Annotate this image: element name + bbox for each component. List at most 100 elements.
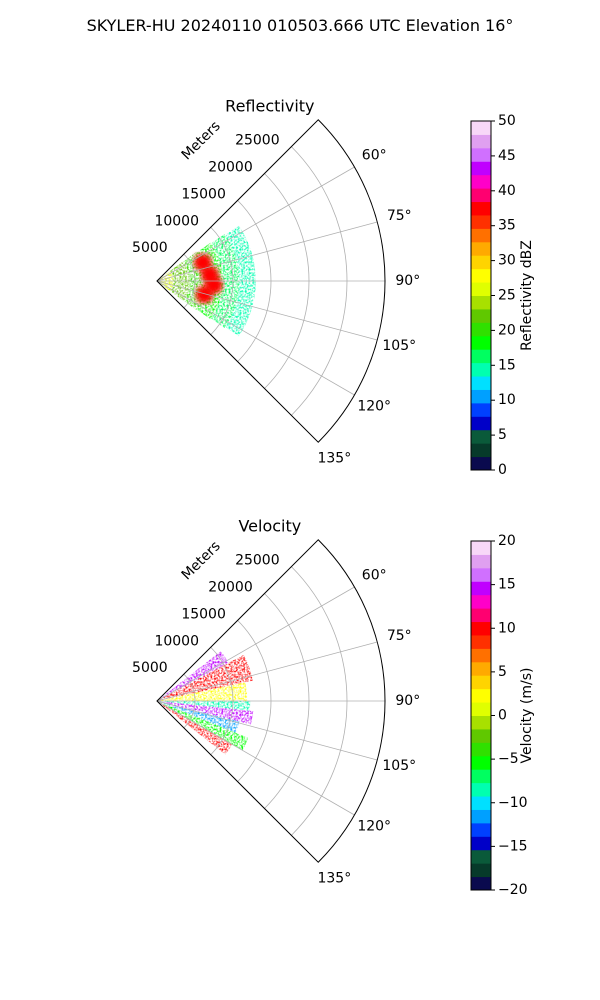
azimuth-tick-label: 120° bbox=[357, 398, 391, 414]
colorbar-swatch bbox=[471, 621, 491, 636]
colorbar-swatch bbox=[471, 362, 491, 377]
colorbar-swatch bbox=[471, 769, 491, 784]
colorbar-swatch bbox=[471, 715, 491, 730]
colorbar-tick-label: −15 bbox=[498, 838, 528, 854]
colorbar-tick-label: 50 bbox=[498, 113, 516, 129]
colorbar-swatch bbox=[471, 308, 491, 323]
azimuth-spoke bbox=[156, 700, 378, 761]
colorbar-swatch bbox=[471, 214, 491, 229]
azimuth-tick-label: 120° bbox=[357, 818, 391, 834]
colorbar-tick-label: 0 bbox=[498, 462, 507, 478]
colorbar-swatch bbox=[471, 675, 491, 690]
colorbar-tick-label: 15 bbox=[498, 577, 516, 593]
colorbar-swatch bbox=[471, 456, 491, 471]
figure-title: SKYLER-HU 20240110 010503.666 UTC Elevat… bbox=[86, 16, 514, 35]
colorbar-swatch bbox=[471, 161, 491, 176]
sector-outline bbox=[156, 539, 386, 863]
colorbar-tick-label: 25 bbox=[498, 288, 516, 304]
colorbar-tick-label: 5 bbox=[498, 664, 507, 680]
colorbar-swatch bbox=[471, 661, 491, 676]
velocity-band bbox=[157, 701, 233, 755]
colorbar: −20 −15 −10 −5 0 5 10 15 20 Velocity (m/s) bbox=[470, 533, 535, 898]
colorbar-tick-label: 40 bbox=[498, 183, 516, 199]
colorbar-swatch bbox=[471, 742, 491, 757]
colorbar-swatch bbox=[471, 241, 491, 256]
colorbar-tick-label: −20 bbox=[498, 882, 528, 898]
colorbar-swatch bbox=[471, 201, 491, 216]
azimuth-tick-label: 105° bbox=[382, 338, 416, 354]
colorbar-tick-label: 20 bbox=[498, 322, 516, 338]
colorbar-swatch bbox=[471, 782, 491, 797]
azimuth-tick-label: 105° bbox=[382, 758, 416, 774]
colorbar-tick-label: −5 bbox=[498, 751, 519, 767]
azimuth-tick-label: 60° bbox=[362, 148, 387, 164]
velocity-band bbox=[157, 701, 240, 733]
colorbar-swatch bbox=[471, 849, 491, 864]
colorbar-swatch bbox=[471, 809, 491, 824]
colorbar-swatch bbox=[471, 147, 491, 162]
colorbar-swatch bbox=[471, 335, 491, 350]
colorbar-swatch bbox=[471, 134, 491, 149]
range-tick-label: 25000 bbox=[235, 133, 280, 149]
colorbar-swatch bbox=[471, 443, 491, 458]
velocity-band bbox=[157, 654, 254, 701]
azimuth-spoke bbox=[156, 280, 378, 341]
colorbar-label: Velocity (m/s) bbox=[519, 668, 535, 764]
range-tick-label: 15000 bbox=[181, 606, 226, 622]
colorbar-swatch bbox=[471, 282, 491, 296]
colorbar-swatch bbox=[471, 349, 491, 364]
colorbar-swatch bbox=[471, 322, 491, 337]
velocity-band bbox=[157, 651, 229, 701]
colorbar-swatch bbox=[471, 836, 491, 851]
colorbar-swatch bbox=[471, 174, 491, 189]
colorbar-swatch bbox=[471, 634, 491, 649]
azimuth-tick-label: 135° bbox=[317, 450, 351, 466]
range-tick-label: 5000 bbox=[132, 240, 168, 256]
colorbar-swatch bbox=[471, 402, 491, 417]
azimuth-tick-label: 135° bbox=[317, 870, 351, 886]
panel-title: Velocity bbox=[238, 517, 301, 536]
colorbar-swatch bbox=[471, 648, 491, 663]
radar-panel-velocity: 5000 10000 15000 20000 25000 Meters 60° 75° 90° 1… bbox=[132, 517, 535, 899]
azimuth-spoke bbox=[156, 166, 355, 282]
velocity-band bbox=[157, 682, 248, 701]
colorbar-swatch bbox=[471, 688, 491, 703]
azimuth-tick-label: 75° bbox=[387, 628, 412, 644]
reflectivity-core bbox=[195, 285, 214, 304]
colorbar-swatch bbox=[471, 608, 491, 623]
sector-outline bbox=[156, 119, 386, 443]
colorbar-label: Reflectivity dBZ bbox=[519, 240, 535, 351]
colorbar-swatch bbox=[471, 188, 491, 203]
range-tick-label: 25000 bbox=[235, 553, 280, 569]
azimuth-spoke bbox=[156, 641, 378, 702]
colorbar-swatch bbox=[471, 429, 491, 444]
range-tick-label: 20000 bbox=[208, 160, 253, 176]
colorbar-swatch bbox=[471, 863, 491, 878]
radar-panel-reflectivity: 5000 10000 15000 20000 25000 Meters 60° 75° 90° 1… bbox=[132, 97, 535, 479]
azimuth-tick-label: 75° bbox=[387, 208, 412, 224]
azimuth-tick-label: 60° bbox=[362, 568, 387, 584]
velocity-band bbox=[157, 701, 251, 711]
colorbar-swatch bbox=[471, 121, 491, 135]
azimuth-spoke bbox=[156, 700, 355, 816]
colorbar-tick-label: 10 bbox=[498, 620, 516, 636]
colorbar-swatch bbox=[471, 228, 491, 243]
colorbar-tick-label: 15 bbox=[498, 357, 516, 373]
panel-title: Reflectivity bbox=[225, 97, 314, 116]
azimuth-spoke bbox=[156, 221, 378, 282]
colorbar-swatch bbox=[471, 295, 491, 310]
colorbar-swatch bbox=[471, 728, 491, 743]
velocity-band bbox=[157, 701, 254, 725]
colorbar-swatch bbox=[471, 755, 491, 770]
radar-field bbox=[157, 651, 254, 755]
azimuth-spoke bbox=[156, 280, 355, 396]
colorbar-swatch bbox=[471, 796, 491, 810]
colorbar-swatch bbox=[471, 567, 491, 582]
range-tick-label: 10000 bbox=[154, 633, 199, 649]
colorbar-swatch bbox=[471, 268, 491, 283]
range-tick-label: 15000 bbox=[181, 186, 226, 202]
colorbar-swatch bbox=[471, 594, 491, 609]
colorbar-swatch bbox=[471, 541, 491, 555]
colorbar-swatch bbox=[471, 702, 491, 716]
colorbar-tick-label: 10 bbox=[498, 392, 516, 408]
